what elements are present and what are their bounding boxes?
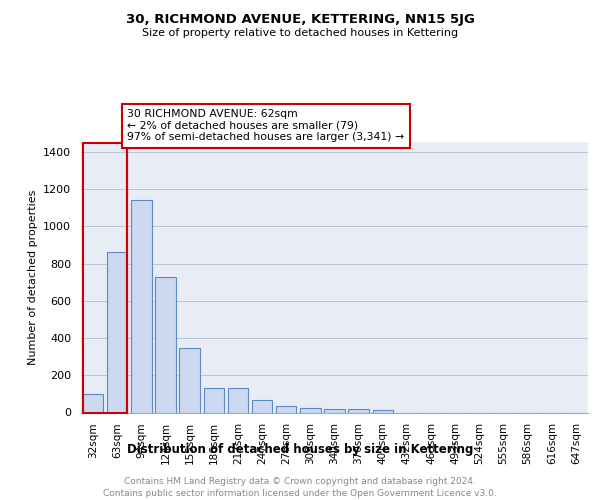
Text: Contains public sector information licensed under the Open Government Licence v3: Contains public sector information licen… <box>103 489 497 498</box>
Bar <box>83 142 127 412</box>
Bar <box>155 276 176 412</box>
Bar <box>227 388 248 412</box>
Bar <box>324 409 345 412</box>
Bar <box>107 252 127 412</box>
Text: 30 RICHMOND AVENUE: 62sqm
← 2% of detached houses are smaller (79)
97% of semi-d: 30 RICHMOND AVENUE: 62sqm ← 2% of detach… <box>127 110 404 142</box>
Y-axis label: Number of detached properties: Number of detached properties <box>28 190 38 365</box>
Bar <box>203 388 224 412</box>
Text: Contains HM Land Registry data © Crown copyright and database right 2024.: Contains HM Land Registry data © Crown c… <box>124 478 476 486</box>
Bar <box>131 200 152 412</box>
Bar <box>179 348 200 412</box>
Bar <box>83 394 103 412</box>
Bar <box>252 400 272 412</box>
Text: Size of property relative to detached houses in Kettering: Size of property relative to detached ho… <box>142 28 458 38</box>
Text: Distribution of detached houses by size in Kettering: Distribution of detached houses by size … <box>127 442 473 456</box>
Bar <box>276 406 296 412</box>
Bar <box>349 409 369 412</box>
Text: 30, RICHMOND AVENUE, KETTERING, NN15 5JG: 30, RICHMOND AVENUE, KETTERING, NN15 5JG <box>125 12 475 26</box>
Bar <box>300 408 320 412</box>
Bar <box>373 410 393 412</box>
